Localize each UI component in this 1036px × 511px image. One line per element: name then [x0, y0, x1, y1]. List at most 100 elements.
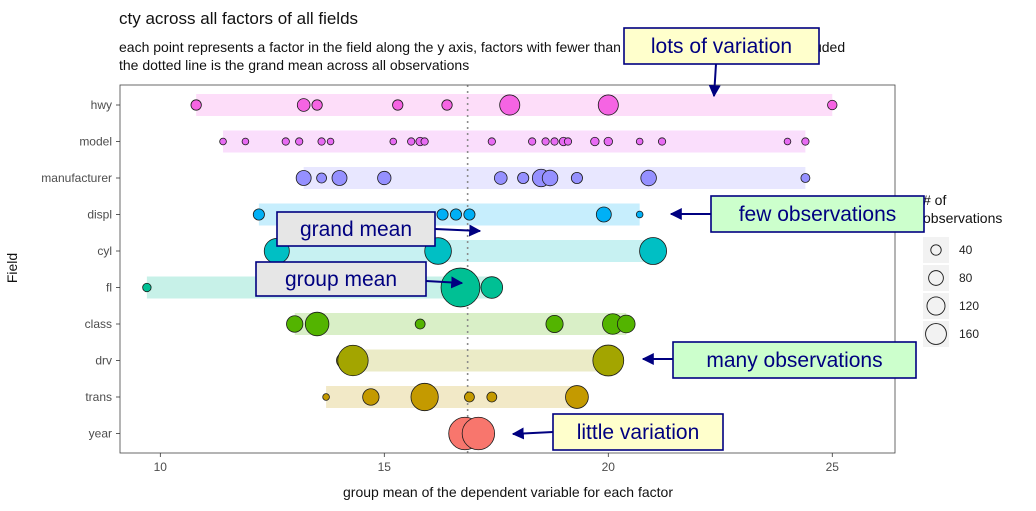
legend-key-80 — [928, 270, 944, 286]
x-axis-title: group mean of the dependent variable for… — [343, 484, 673, 500]
point-displ-4 — [595, 206, 612, 223]
point-year-1 — [461, 416, 496, 451]
y-tick-label-cyl: cyl — [97, 244, 112, 258]
point-manufacturer-7 — [541, 169, 559, 187]
point-model-1 — [241, 137, 250, 146]
point-class-1 — [304, 311, 330, 337]
point-manufacturer-1 — [316, 172, 327, 184]
point-hwy-0 — [190, 99, 202, 111]
point-class-3 — [545, 314, 564, 334]
y-axis: hwy model manufacturer displ cyl fl class drv tr… — [41, 98, 120, 441]
y-tick-label-manufacturer: manufacturer — [41, 171, 112, 185]
data-points — [142, 94, 838, 451]
callout-box-many-observations — [672, 341, 917, 379]
callout-box-lots-of-variation — [623, 27, 820, 65]
point-model-5 — [326, 137, 335, 146]
point-displ-1 — [436, 208, 449, 221]
callouts: lots of variation few observations grand m… — [255, 27, 925, 451]
point-model-13 — [550, 137, 559, 146]
point-hwy-2 — [311, 99, 323, 111]
point-manufacturer-2 — [331, 170, 348, 186]
x-tick-label-10: 10 — [154, 460, 168, 474]
callout-box-few-observations — [710, 195, 925, 233]
point-drv-2 — [592, 344, 625, 377]
point-model-17 — [603, 136, 613, 147]
callout-box-grand-mean — [276, 211, 436, 247]
point-model-12 — [541, 137, 550, 146]
band-class — [294, 313, 627, 335]
y-tick-label-displ: displ — [87, 208, 112, 222]
callout-arrow-grand-mean — [434, 224, 482, 237]
point-model-19 — [657, 137, 667, 146]
legend-label-120: 120 — [959, 299, 979, 313]
y-tick-label-class: class — [85, 317, 112, 331]
point-model-15 — [563, 137, 573, 146]
point-manufacturer-4 — [494, 171, 508, 185]
legend-key-bg-80 — [923, 265, 949, 291]
point-hwy-1 — [296, 98, 311, 112]
callout-text-grand-mean: grand mean — [300, 218, 412, 241]
y-tick-label-hwy: hwy — [91, 98, 112, 112]
y-tick-label-year: year — [89, 427, 112, 441]
legend-label-160: 160 — [959, 327, 979, 341]
callout-text-group-mean: group mean — [285, 268, 397, 291]
point-manufacturer-0 — [295, 170, 312, 186]
point-displ-3 — [463, 208, 476, 221]
callout-arrow-group-mean — [425, 276, 464, 289]
y-tick-label-model: model — [79, 135, 112, 149]
point-class-2 — [414, 318, 426, 330]
legend-key-bg-40 — [923, 237, 949, 263]
point-model-9 — [420, 137, 429, 146]
point-trans-0 — [322, 393, 330, 401]
point-drv-1 — [337, 344, 369, 377]
callout-text-lots-of-variation: lots of variation — [651, 35, 792, 58]
callout-text-many-observations: many observations — [706, 349, 882, 372]
legend-label-80: 80 — [959, 271, 973, 285]
point-displ-5 — [635, 210, 644, 219]
point-manufacturer-3 — [377, 170, 392, 186]
point-class-5 — [616, 314, 636, 334]
callout-box-group-mean — [255, 261, 427, 297]
point-manufacturer-8 — [570, 171, 583, 185]
legend-key-bg-160 — [923, 321, 949, 347]
point-fl-1 — [440, 267, 481, 308]
legend-key-120 — [926, 296, 946, 316]
legend-title-line-1: # of — [923, 192, 946, 208]
legend-key-40 — [930, 244, 942, 256]
point-hwy-3 — [392, 99, 404, 111]
point-fl-0 — [142, 282, 152, 293]
chart-subtitle-line-2: the dotted line is the grand mean across… — [119, 57, 469, 73]
point-model-7 — [407, 137, 416, 146]
x-tick-label-25: 25 — [826, 460, 840, 474]
legend-key-160 — [925, 323, 947, 345]
point-model-0 — [219, 137, 227, 146]
size-legend: # of observations 40 80 120 160 — [923, 192, 1002, 347]
legend-keys: 40 80 120 160 — [923, 237, 979, 347]
y-tick-label-trans: trans — [85, 390, 112, 404]
point-manufacturer-10 — [800, 173, 811, 183]
x-tick-label-15: 15 — [378, 460, 392, 474]
point-displ-0 — [252, 208, 265, 221]
point-trans-4 — [486, 391, 498, 403]
point-class-0 — [286, 315, 304, 333]
x-tick-label-20: 20 — [602, 460, 616, 474]
point-model-2 — [281, 137, 290, 146]
chart-title: cty across all factors of all fields — [119, 9, 358, 28]
callout-box-little-variation — [552, 413, 724, 451]
point-manufacturer-9 — [640, 169, 657, 187]
point-model-21 — [801, 137, 810, 146]
band-model — [223, 130, 806, 153]
point-model-6 — [389, 137, 398, 146]
y-axis-title: Field — [4, 253, 20, 283]
legend-label-40: 40 — [959, 243, 973, 257]
point-displ-2 — [449, 208, 462, 221]
legend-title-line-2: observations — [923, 210, 1002, 226]
callout-text-little-variation: little variation — [577, 421, 700, 444]
point-hwy-5 — [499, 94, 521, 116]
x-axis: 10 15 20 25 — [154, 453, 840, 474]
point-cyl-2 — [639, 237, 667, 265]
point-hwy-4 — [441, 99, 453, 111]
point-model-3 — [295, 137, 304, 146]
